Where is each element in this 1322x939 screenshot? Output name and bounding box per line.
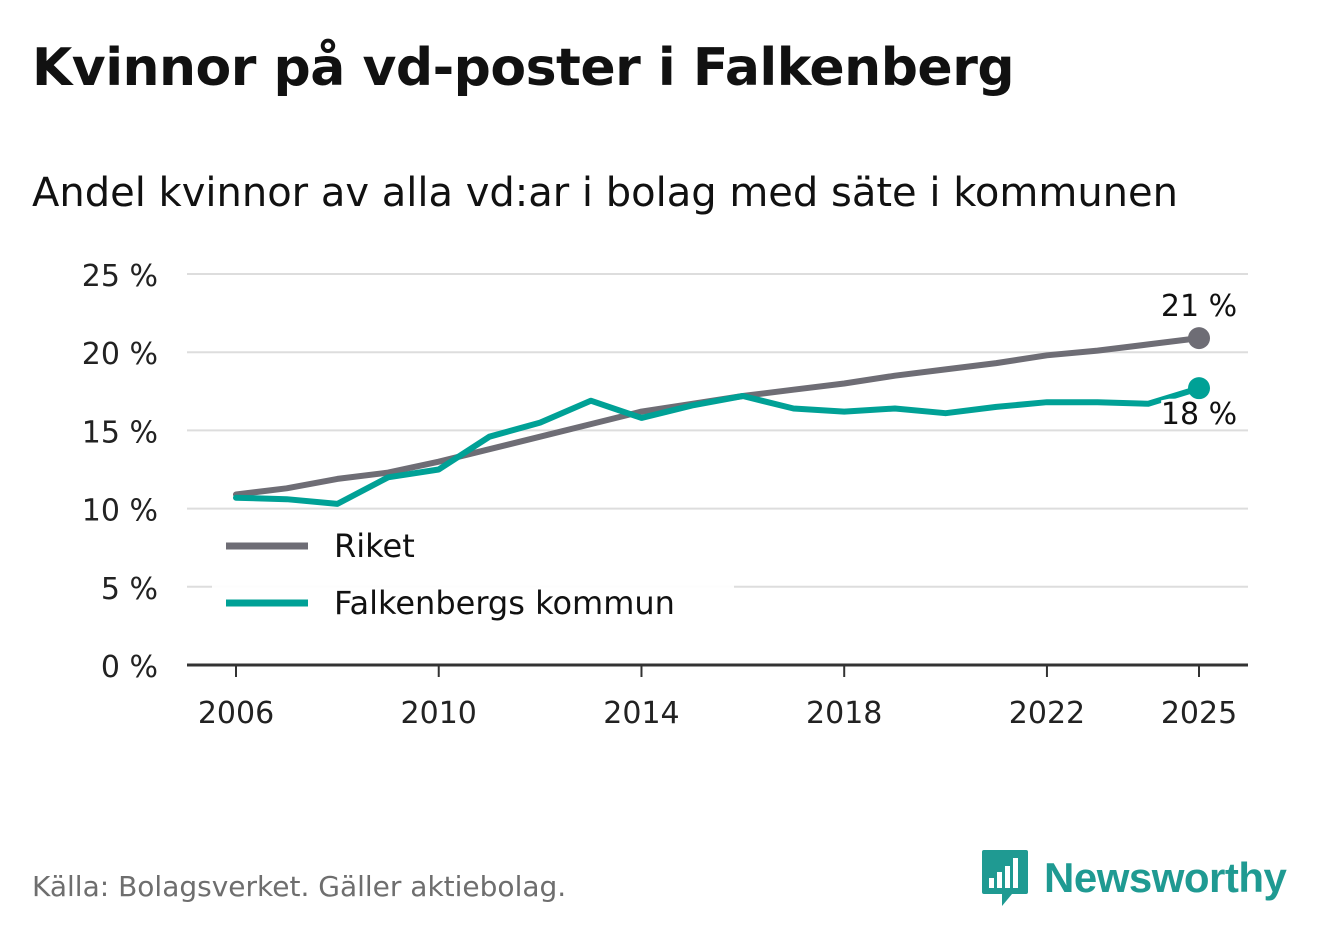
series-end-point xyxy=(1188,377,1210,400)
series-line xyxy=(233,335,1202,498)
y-tick-label: 15 % xyxy=(82,415,158,450)
brand-name: Newsworthy xyxy=(1044,854,1287,901)
chart-title: Kvinnor på vd-poster i Falkenberg xyxy=(32,38,1015,98)
y-tick-label: 10 % xyxy=(82,494,158,529)
y-tick-label: 5 % xyxy=(101,572,158,607)
x-axis-ticks: 2006 2010 2014 2018 2022 2025 xyxy=(198,665,1237,731)
series-lines xyxy=(233,327,1210,507)
series-line xyxy=(233,385,1202,507)
y-tick-label: 0 % xyxy=(101,650,158,685)
series-end-label: 18 % xyxy=(1161,397,1237,432)
x-tick-label: 2018 xyxy=(806,696,882,731)
x-tick-label: 2010 xyxy=(401,696,477,731)
x-tick-label: 2014 xyxy=(603,696,679,731)
legend-label: Riket xyxy=(334,527,415,565)
legend-background xyxy=(212,520,734,638)
series-end-label: 21 % xyxy=(1161,289,1237,324)
x-tick-label: 2022 xyxy=(1009,696,1085,731)
source-note: Källa: Bolagsverket. Gäller aktiebolag. xyxy=(32,870,567,903)
line-chart: 0 %5 %10 %15 %20 %25 % 2006 2010 2014 2018 2… xyxy=(82,259,1248,731)
x-tick-label: 2006 xyxy=(198,696,274,731)
legend: Riket Falkenbergs kommun xyxy=(212,520,734,638)
y-axis-ticks: 0 % 5 % 10 % 15 % 20 % 25 % xyxy=(82,259,158,685)
newsworthy-logo-icon xyxy=(982,850,1028,906)
x-tick-label: 2025 xyxy=(1161,696,1237,731)
y-tick-label: 20 % xyxy=(82,337,158,372)
chart-subtitle: Andel kvinnor av alla vd:ar i bolag med … xyxy=(32,170,1178,216)
y-tick-label: 25 % xyxy=(82,259,158,294)
legend-label: Falkenbergs kommun xyxy=(334,584,675,622)
series-end-point xyxy=(1188,327,1210,350)
brand-logo: Newsworthy xyxy=(980,848,1287,908)
end-labels: 21 % 18 % xyxy=(1158,286,1240,435)
